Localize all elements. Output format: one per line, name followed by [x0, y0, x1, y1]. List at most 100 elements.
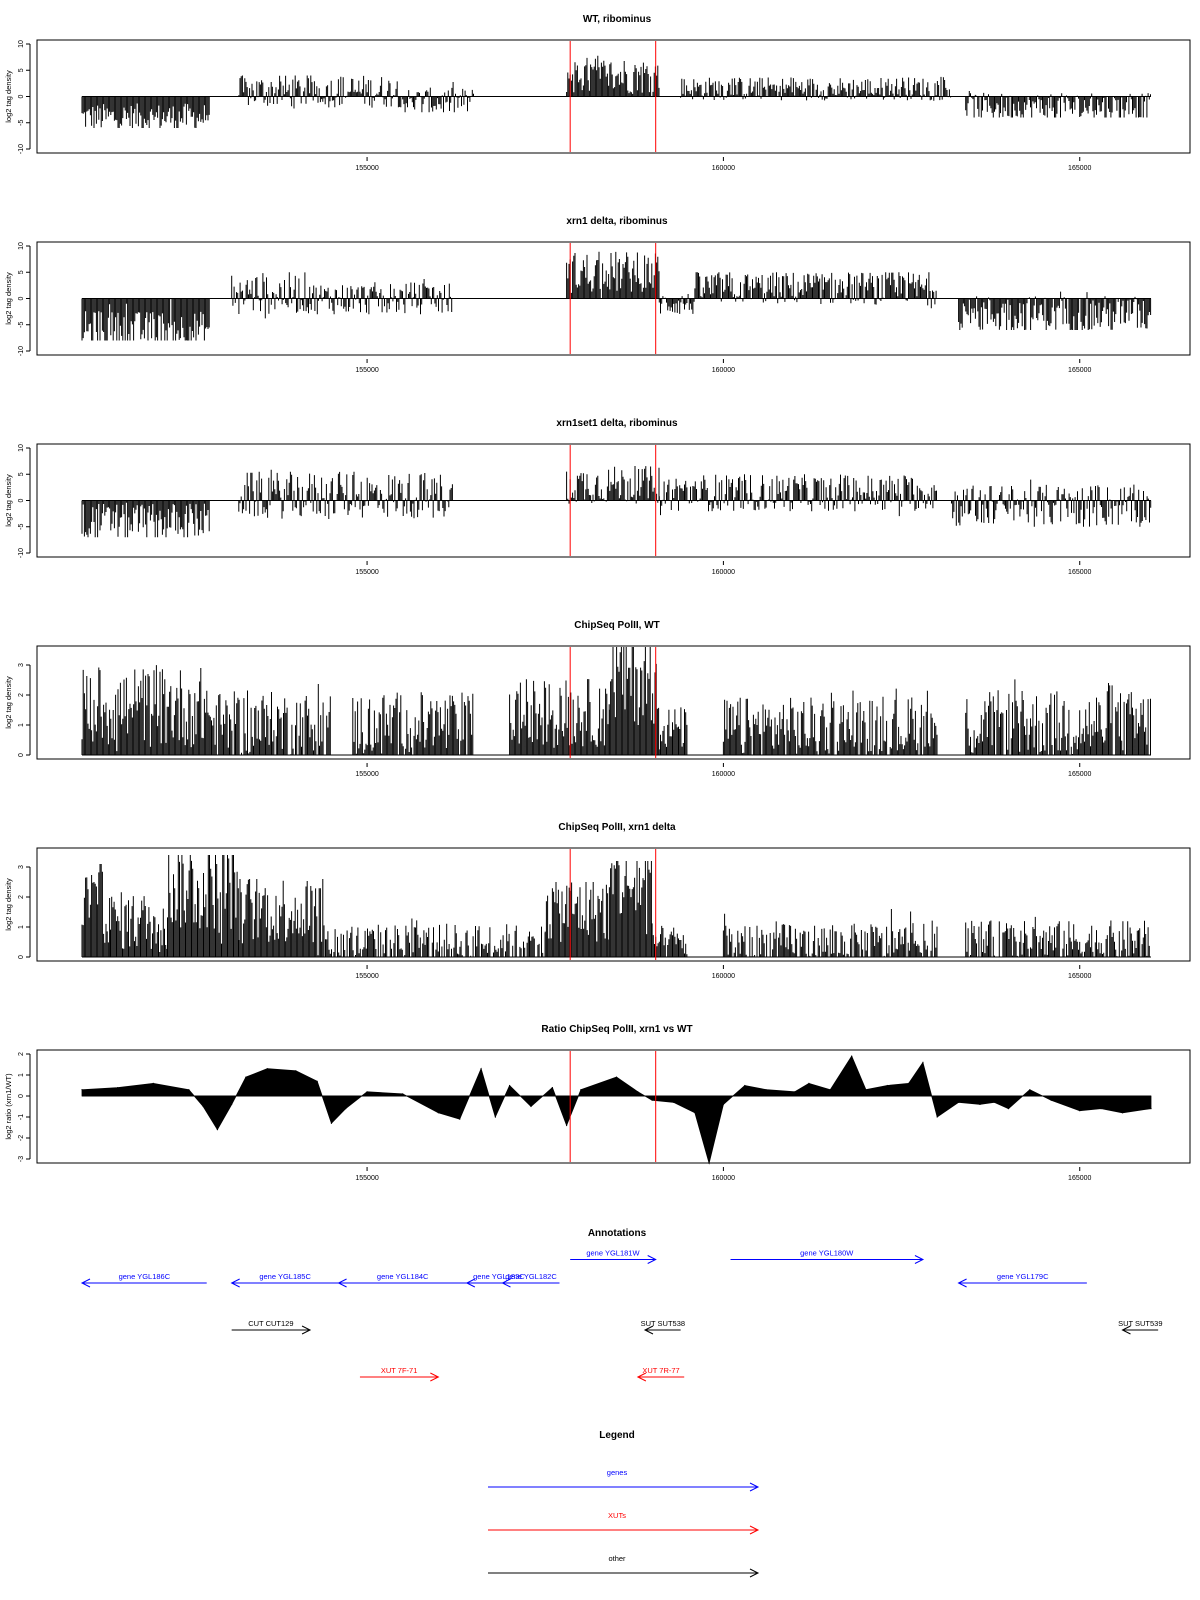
- signal-bars: [566, 251, 660, 299]
- y-tick-label: -5: [18, 120, 25, 126]
- signal-segment: [951, 479, 1152, 527]
- ratio-point: [459, 1118, 461, 1120]
- y-tick-label: 2: [18, 895, 25, 899]
- ratio-point: [1007, 1108, 1010, 1110]
- y-tick-label: 2: [18, 693, 25, 697]
- signal-segment: [965, 916, 1150, 957]
- signal-bars: [509, 679, 610, 755]
- signal-segment: [238, 879, 325, 957]
- ratio-point: [566, 1124, 568, 1126]
- ratio-point: [480, 1068, 482, 1070]
- annotation-features: gene YGL186C gene YGL185C gene YGL184C gene…: [80, 1249, 1163, 1382]
- y-axis-label: log2 tag density: [4, 272, 13, 325]
- ratio-point: [202, 1105, 204, 1108]
- signal-segment: [238, 75, 403, 109]
- signal-segment: [694, 272, 937, 309]
- signal-bars: [238, 469, 453, 519]
- signal-segment: [566, 55, 660, 97]
- y-tick-label: -10: [18, 144, 25, 154]
- panel-title: ChipSeq PolII, WT: [574, 620, 660, 631]
- ratio-point: [81, 1089, 83, 1091]
- signal-segment: [352, 692, 474, 755]
- signal-bars: [608, 861, 652, 957]
- ratio-point: [494, 1116, 496, 1118]
- signal-bars: [238, 879, 325, 957]
- ratio-point: [708, 1162, 710, 1164]
- ratio-point: [651, 1099, 653, 1101]
- feature-label: gene YGL186C: [119, 1272, 171, 1281]
- signal-segment: [81, 96, 210, 128]
- signal-segment: [680, 76, 952, 101]
- ratio-point: [672, 1101, 675, 1103]
- signal-segment: [722, 688, 938, 755]
- signal-bars: [658, 474, 937, 517]
- signal-bars: [694, 272, 937, 309]
- y-tick-label: 2: [18, 1052, 25, 1056]
- ratio-point: [345, 1108, 347, 1110]
- ratio-point: [530, 1105, 532, 1108]
- y-tick-label: 1: [18, 1073, 25, 1077]
- ratio-point: [402, 1093, 404, 1095]
- feature-arrow: gene YGL182C: [501, 1272, 560, 1288]
- x-tick-label: 160000: [712, 1175, 735, 1182]
- y-tick-label: -3: [18, 1156, 25, 1162]
- feature-label: gene YGL183C: [473, 1272, 525, 1281]
- y-tick-label: 10: [18, 242, 25, 250]
- x-tick-label: 165000: [1068, 367, 1091, 374]
- x-tick-label: 160000: [712, 771, 735, 778]
- feature-arrow: XUT 7R-77: [636, 1366, 685, 1382]
- plot-frame: [36, 443, 1191, 558]
- panel-title: ChipSeq PolII, xrn1 delta: [558, 822, 676, 833]
- ratio-point: [330, 1122, 333, 1124]
- x-tick-label: 155000: [355, 367, 378, 374]
- feature-arrow: gene YGL179C: [957, 1272, 1087, 1288]
- ratio-point: [993, 1101, 995, 1103]
- signal-bars: [965, 679, 1151, 755]
- signal-bars: [965, 91, 1151, 118]
- legend-title: Legend: [599, 1430, 635, 1441]
- signal-bars: [81, 96, 210, 128]
- ratio-point: [886, 1084, 888, 1087]
- feature-arrow: CUT CUT129: [231, 1319, 312, 1335]
- signal-bars: [651, 923, 688, 957]
- signal-bars: [680, 76, 952, 101]
- signal-segment: [608, 647, 660, 755]
- legend-item: genes: [488, 1468, 760, 1492]
- y-tick-label: 1: [18, 925, 25, 929]
- y-axis-label: log2 tag density: [4, 676, 13, 729]
- ratio-point: [922, 1061, 924, 1063]
- ratio-point: [188, 1089, 190, 1091]
- signal-bars: [402, 82, 474, 113]
- legend-item: other: [488, 1554, 760, 1578]
- signal-segment: [658, 294, 695, 314]
- ratio-point: [908, 1082, 910, 1084]
- signal-bars: [81, 864, 111, 957]
- signal-bars: [352, 692, 474, 755]
- ratio-point: [936, 1116, 938, 1118]
- ratio-point: [808, 1082, 810, 1084]
- ratio-point: [722, 1103, 725, 1105]
- y-tick-label: -5: [18, 322, 25, 328]
- signal-bars: [544, 882, 610, 957]
- feature-label: SUT SUT538: [641, 1319, 685, 1328]
- ratio-point: [829, 1089, 831, 1091]
- y-tick-label: -5: [18, 524, 25, 530]
- feature-label: SUT SUT539: [1118, 1319, 1162, 1328]
- signal-segment: [722, 909, 938, 957]
- signal-segment: [658, 474, 937, 517]
- legend-items: genes XUTs other: [488, 1468, 760, 1578]
- ratio-point: [1150, 1108, 1152, 1110]
- ratio-point: [1121, 1112, 1124, 1114]
- y-tick-label: 10: [18, 444, 25, 452]
- signal-segment: [81, 298, 210, 341]
- ratio-point: [1079, 1110, 1081, 1112]
- x-tick-label: 160000: [712, 973, 735, 980]
- signal-bars: [325, 918, 546, 957]
- y-tick-label: 0: [18, 1094, 25, 1098]
- feature-arrow: SUT SUT539: [1118, 1319, 1163, 1335]
- y-tick-label: 10: [18, 40, 25, 48]
- signal-bars: [81, 665, 210, 755]
- ratio-point: [245, 1076, 247, 1078]
- feature-arrow: gene YGL181W: [570, 1249, 657, 1264]
